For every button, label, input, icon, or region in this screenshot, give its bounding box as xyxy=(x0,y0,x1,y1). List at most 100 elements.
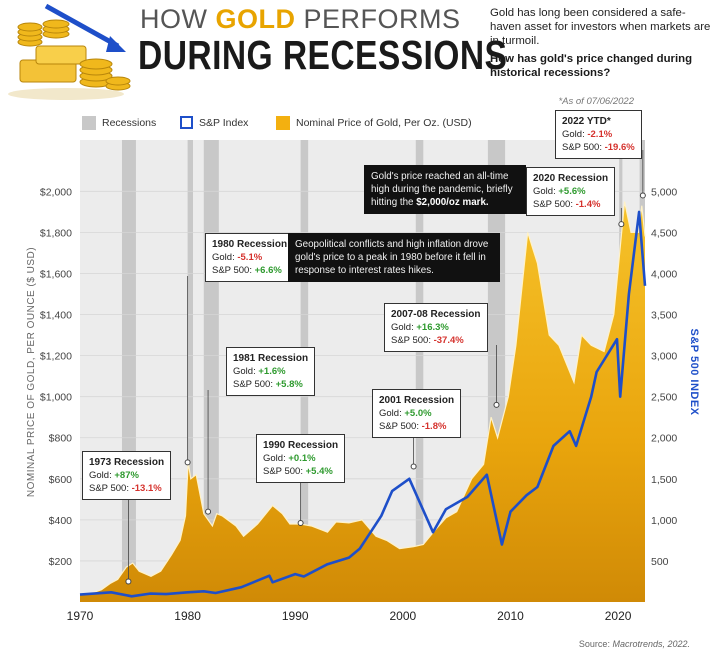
sp-label: S&P 500: xyxy=(391,335,434,346)
callout-2020: 2020 Recession Gold: +5.6% S&P 500: -1.4… xyxy=(526,167,616,216)
callout-title: 1973 Recession xyxy=(89,457,165,468)
gold-label: Gold: xyxy=(263,453,289,464)
sp-change: +5.8% xyxy=(275,379,303,390)
sp-change: -13.1% xyxy=(131,483,162,494)
x-tick-label: 1990 xyxy=(282,609,309,623)
callout-title: 1980 Recession xyxy=(212,239,288,250)
y-tick-label-right: 4,500 xyxy=(651,227,677,239)
callout-title: 2007-08 Recession xyxy=(391,309,481,320)
legend-item-recessions: Recessions xyxy=(82,116,156,130)
as-of-note: *As of 07/06/2022 xyxy=(558,96,634,107)
title-line-1: HOW GOLD PERFORMS xyxy=(140,4,461,35)
intro-text: Gold has long been considered a safe-hav… xyxy=(490,7,711,47)
y-axis-label-right: S&P 500 INDEX xyxy=(688,328,700,415)
sp-index-line xyxy=(79,210,647,598)
gold-label: Gold: xyxy=(562,129,588,140)
y-tick-label-right: 3,000 xyxy=(651,351,677,363)
callout-marker xyxy=(410,463,417,470)
y-tick-label-left: $800 xyxy=(49,433,73,445)
title-suffix: PERFORMS xyxy=(295,4,461,34)
legend-label-gold: Nominal Price of Gold, Per Oz. (USD) xyxy=(296,117,472,129)
y-tick-label-right: 1,000 xyxy=(651,515,677,527)
gold-label: Gold: xyxy=(233,366,259,377)
gold-label: Gold: xyxy=(533,186,559,197)
callout-marker xyxy=(205,508,212,515)
legend-item-gold: Nominal Price of Gold, Per Oz. (USD) xyxy=(276,116,472,130)
callout-title: 1990 Recession xyxy=(263,440,339,451)
x-tick-label: 1970 xyxy=(67,609,94,623)
sp-swatch-icon xyxy=(180,116,193,129)
sp-label: S&P 500: xyxy=(263,466,306,477)
y-tick-label-right: 500 xyxy=(651,556,669,568)
y-tick-label-left: $1,200 xyxy=(40,351,72,363)
gold-label: Gold: xyxy=(212,252,238,263)
sp-label: S&P 500: xyxy=(562,142,605,153)
legend-label-recessions: Recessions xyxy=(102,117,157,129)
y-tick-label-left: $1,000 xyxy=(40,392,72,404)
header: HOW GOLD PERFORMS DURING RECESSIONS Gold… xyxy=(0,0,720,105)
sp-change: +6.6% xyxy=(254,265,282,276)
sp-change: -1.8% xyxy=(421,421,447,432)
y-tick-label-left: $600 xyxy=(49,474,73,486)
source-credit: Source: Macrotrends, 2022. xyxy=(579,639,690,649)
y-tick-label-right: 2,500 xyxy=(651,392,677,404)
legend: Recessions S&P Index Nominal Price of Go… xyxy=(0,108,720,138)
callout-title: 2020 Recession xyxy=(533,173,609,184)
sp-change: -37.4% xyxy=(433,335,464,346)
gold-price-line xyxy=(79,201,646,596)
callout-title: 2001 Recession xyxy=(379,395,455,406)
callout-1981: 1981 Recession Gold: +1.6% S&P 500: +5.8… xyxy=(226,347,316,396)
pandemic-note: Gold's price reached an all-time high du… xyxy=(364,165,526,214)
y-tick-label-left: $200 xyxy=(49,556,73,568)
y-tick-label-right: 3,500 xyxy=(651,310,677,322)
callout-marker xyxy=(125,578,132,585)
gold-change: +0.1% xyxy=(288,453,316,464)
sp-change: +5.4% xyxy=(305,466,333,477)
gold-coins-icon xyxy=(8,3,131,100)
legend-label-sp: S&P Index xyxy=(199,116,249,129)
x-tick-label: 2010 xyxy=(497,609,524,623)
callout-1973: 1973 Recession Gold: +87% S&P 500: -13.1… xyxy=(82,451,172,500)
y-tick-label-right: 5,000 xyxy=(651,186,677,198)
y-tick-label-left: $2,000 xyxy=(40,186,72,198)
gold-change: +87% xyxy=(114,470,139,481)
peak-1980-note-text: Geopolitical conflicts and high inflatio… xyxy=(295,239,489,276)
recession-band xyxy=(415,140,424,602)
y-tick-label-left: $400 xyxy=(49,515,73,527)
gold-label: Gold: xyxy=(89,470,115,481)
source-name: Macrotrends, 2022. xyxy=(612,639,690,649)
source-label: Source: xyxy=(578,639,613,649)
callout-marker xyxy=(184,459,191,466)
pandemic-note-bold: $2,000/oz mark. xyxy=(416,197,489,208)
callout-1980: 1980 Recession Gold: -5.1% S&P 500: +6.6… xyxy=(205,233,295,282)
gold-label: Gold: xyxy=(391,322,417,333)
pandemic-note-text: Gold's price reached an all-time high du… xyxy=(371,171,513,208)
gold-swatch-icon xyxy=(276,116,290,130)
sp-label: S&P 500: xyxy=(212,265,255,276)
y-tick-label-right: 2,000 xyxy=(651,433,677,445)
gold-change: -2.1% xyxy=(587,129,613,140)
callout-marker xyxy=(639,192,646,199)
callout-title: 1981 Recession xyxy=(233,353,309,364)
callout-marker xyxy=(493,401,500,408)
callout-title: 2022 YTD* xyxy=(562,116,611,127)
y-tick-label-right: 4,000 xyxy=(651,268,677,280)
y-tick-label-left: $1,400 xyxy=(40,310,72,322)
recession-band xyxy=(187,140,193,602)
sp-label: S&P 500: xyxy=(233,379,276,390)
y-tick-label-right: 1,500 xyxy=(651,474,677,486)
gold-change: +16.3% xyxy=(416,322,449,333)
y-axis-label-left: NOMINAL PRICE OF GOLD, PER OUNCE ($ USD) xyxy=(26,247,37,497)
gold-change: +5.0% xyxy=(404,408,432,419)
x-tick-label: 2020 xyxy=(605,609,632,623)
gold-price-area xyxy=(80,201,645,602)
question-text: How has gold's price changed during hist… xyxy=(490,53,693,79)
gold-change: -5.1% xyxy=(237,252,263,263)
callout-2022-ytd: 2022 YTD* Gold: -2.1% S&P 500: -19.6% xyxy=(555,110,642,159)
title-line-2: DURING RECESSIONS xyxy=(138,32,508,78)
sp-change: -1.4% xyxy=(575,199,601,210)
sp-change: -19.6% xyxy=(604,142,635,153)
title-gold-word: GOLD xyxy=(215,4,296,34)
y-tick-label-left: $1,800 xyxy=(40,227,72,239)
